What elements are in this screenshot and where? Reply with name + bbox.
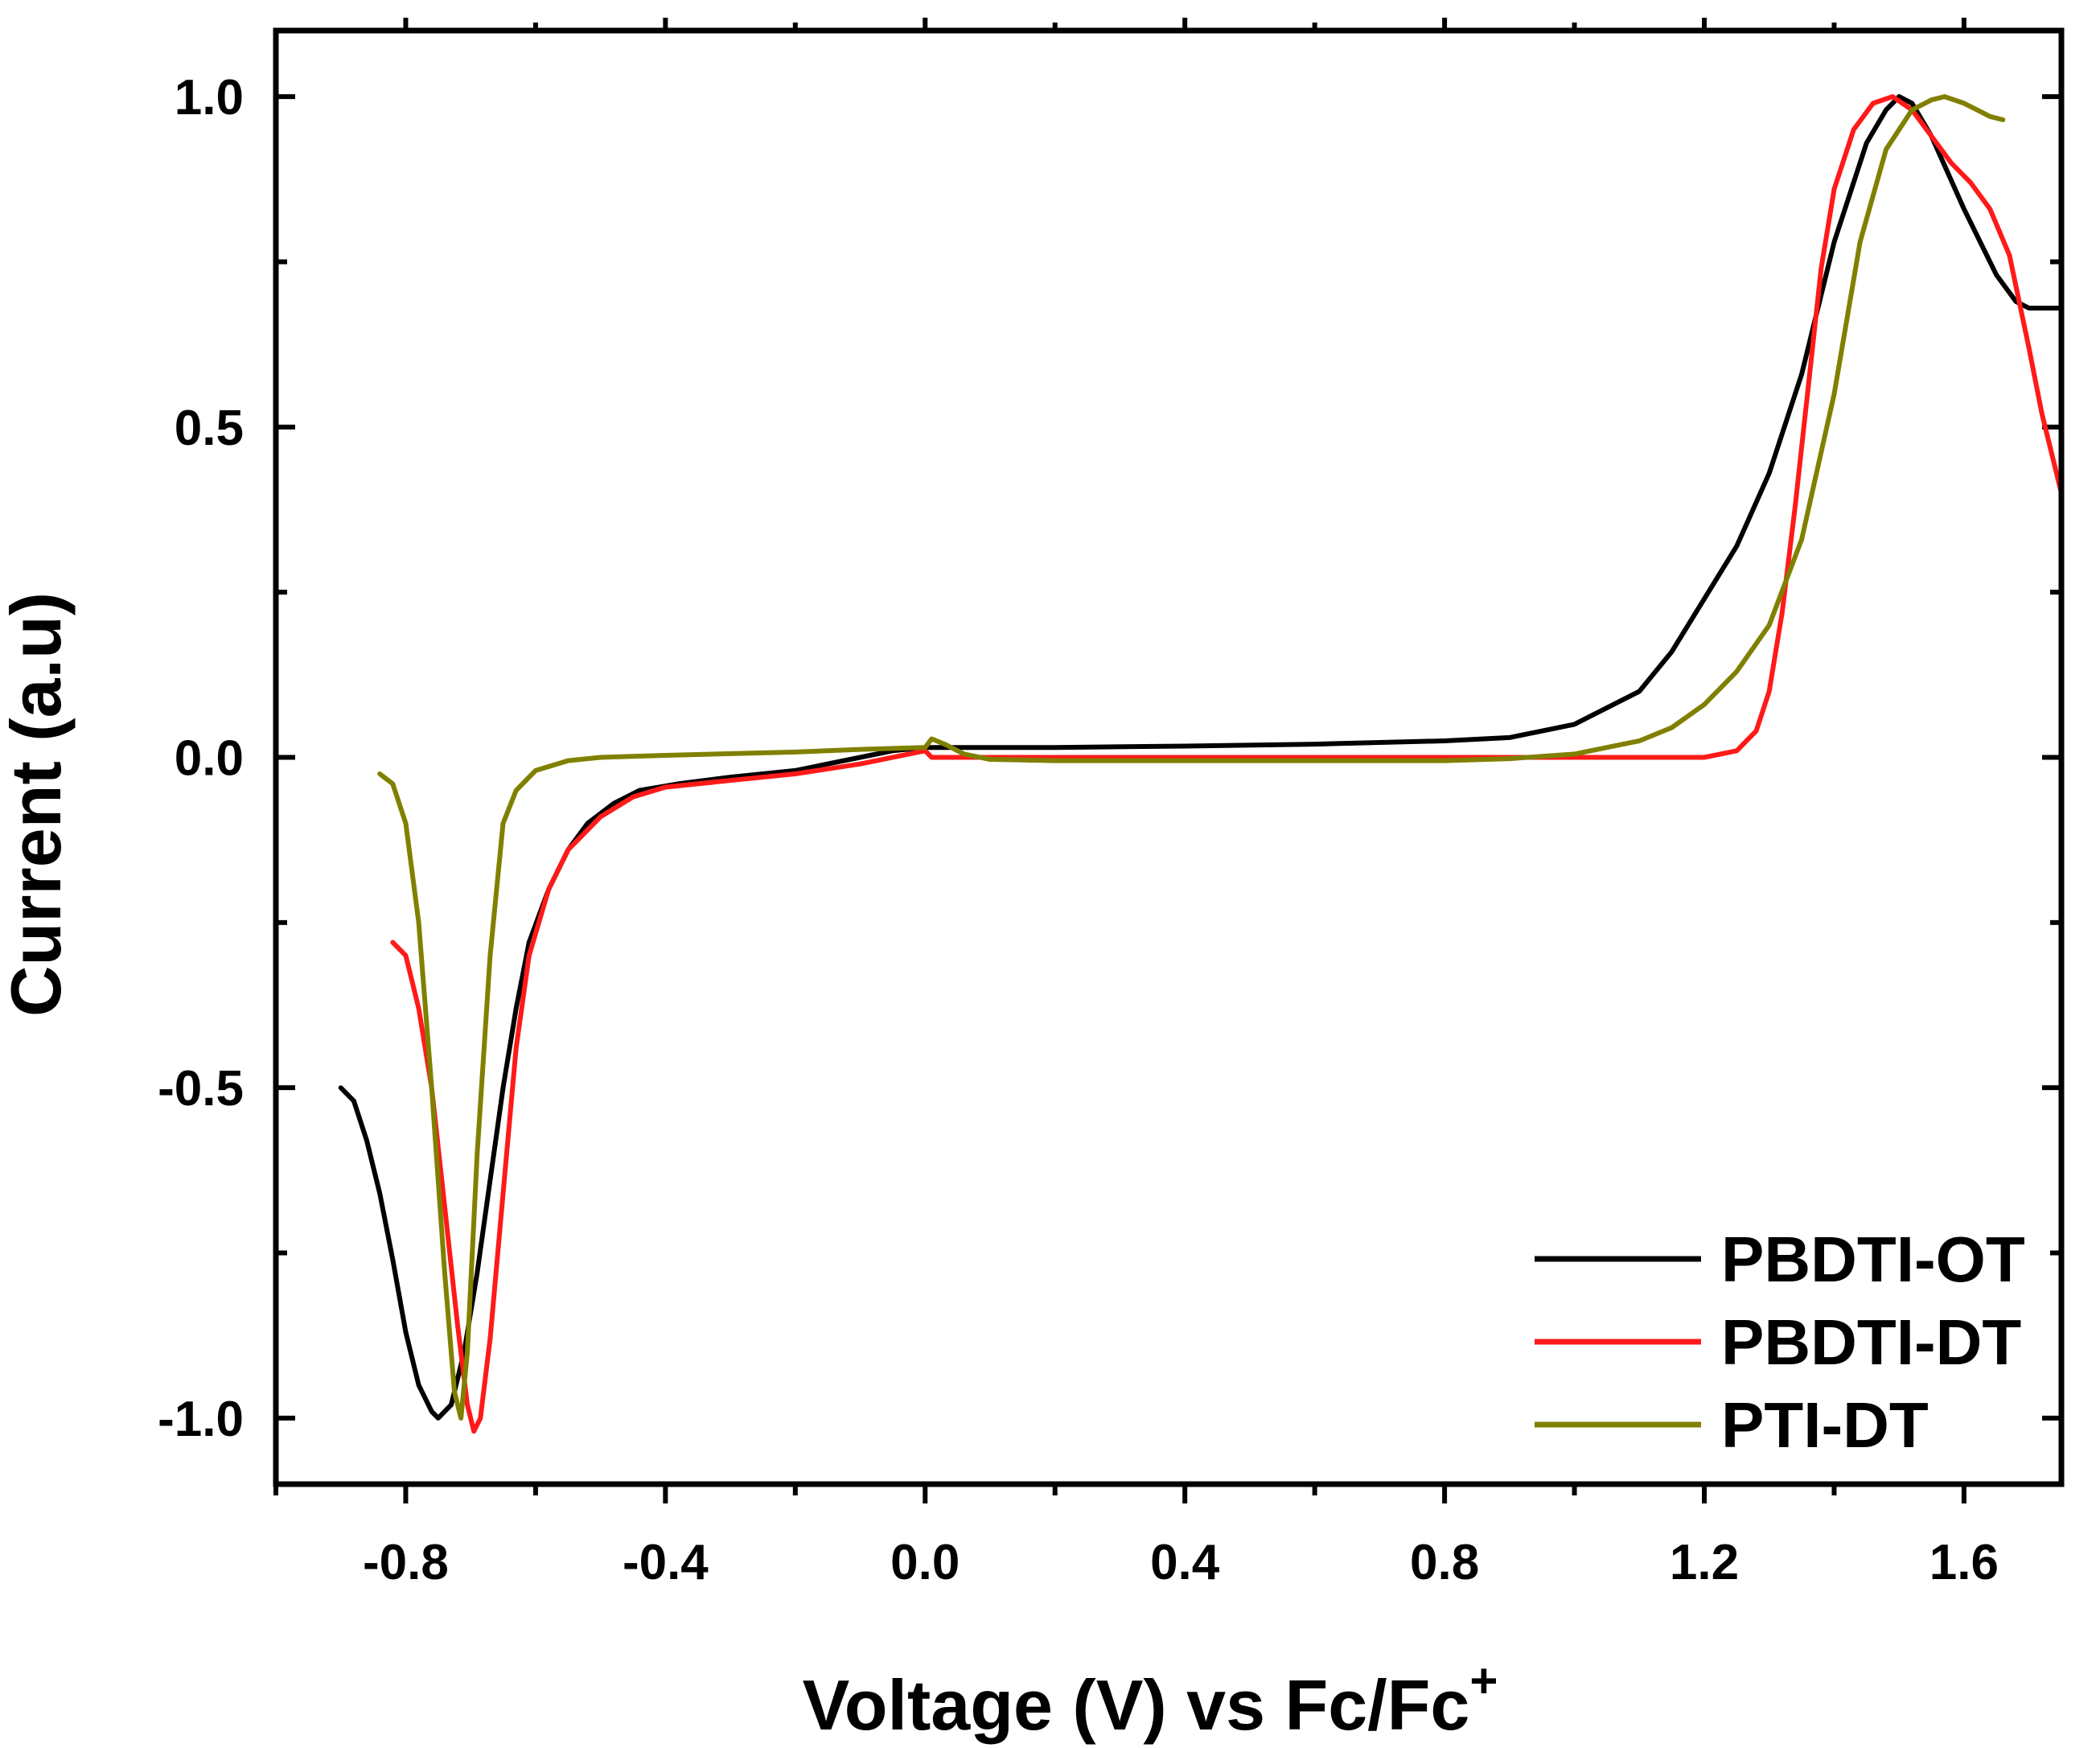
data-series <box>338 94 2064 1434</box>
x-axis-label-superscript: + <box>1469 1654 1498 1708</box>
y-tick-label: -0.5 <box>158 1061 244 1117</box>
y-tick-label: -1.0 <box>158 1392 244 1447</box>
x-tick-labels: -0.8 -0.4 0.0 0.4 0.8 1.2 1.6 <box>363 1535 1999 1590</box>
x-tick-label: 0.0 <box>890 1535 960 1590</box>
y-tick-label: 1.0 <box>175 70 244 125</box>
x-tick-label: -0.4 <box>623 1535 709 1590</box>
y-tick-label: 0.5 <box>175 401 244 456</box>
legend-label: PBDTI-DT <box>1721 1306 2021 1378</box>
plot-frame <box>273 27 2065 1487</box>
x-tick-label: 1.6 <box>1929 1535 1999 1590</box>
series-line-pbdti-ot <box>338 94 2064 1421</box>
x-tick-label: 1.2 <box>1670 1535 1739 1590</box>
legend: PBDTI-OT PBDTI-DT PTI-DT <box>1535 1224 2025 1461</box>
x-axis-label-main: Voltage (V) vs Fc/Fc <box>803 1665 1470 1745</box>
series-line-pti-dt <box>377 94 2006 1421</box>
x-tick-label: -0.8 <box>363 1535 449 1590</box>
x-tick-label: 0.4 <box>1150 1535 1220 1590</box>
x-tick-label: 0.8 <box>1410 1535 1479 1590</box>
legend-label: PBDTI-OT <box>1721 1224 2025 1295</box>
x-axis-label: Voltage (V) vs Fc/Fc+ <box>803 1654 1498 1745</box>
y-tick-label: 0.0 <box>175 731 244 787</box>
legend-label: PTI-DT <box>1721 1389 1929 1461</box>
y-tick-labels: -1.0 -0.5 0.0 0.5 1.0 <box>158 70 244 1447</box>
y-axis-label: Current (a.u) <box>0 592 76 1017</box>
